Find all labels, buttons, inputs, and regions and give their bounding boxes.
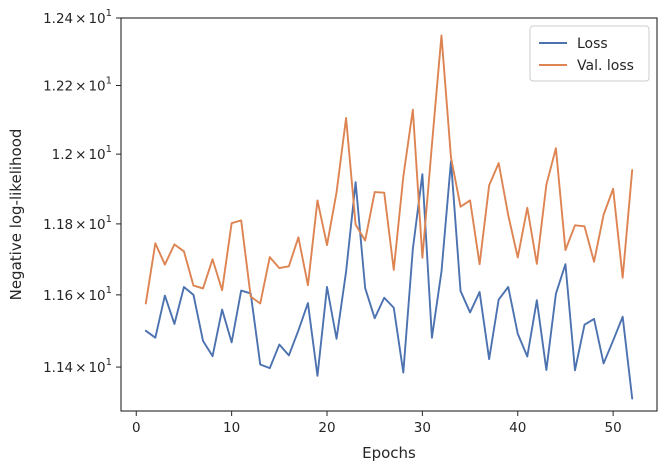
y-tick-label: 1.16 × 101: [43, 285, 112, 304]
y-tick-exp: 1: [106, 357, 112, 368]
y-tick-base: 10: [88, 217, 105, 233]
legend: Loss Val. loss: [529, 25, 650, 82]
x-axis-ticks: 0 10 20 30 40 50: [132, 411, 622, 436]
y-tick-exp: 1: [106, 8, 112, 19]
y-tick-mantissa: 1.22: [43, 79, 73, 95]
y-tick-base: 10: [88, 11, 105, 27]
y-tick-times: ×: [75, 360, 86, 376]
plot-frame: [120, 17, 658, 412]
y-tick-times: ×: [75, 11, 86, 27]
y-tick-label: 1.24 × 101: [43, 8, 112, 27]
y-tick-exp: 1: [106, 144, 112, 155]
x-tick-label: 30: [414, 420, 431, 436]
y-tick-mantissa: 1.16: [43, 288, 73, 304]
x-axis-title: Epochs: [362, 444, 416, 462]
y-tick-mantissa: 1.14: [43, 360, 73, 376]
y-tick-times: ×: [75, 79, 86, 95]
y-tick-base: 10: [88, 360, 105, 376]
series-line-2: [144, 34, 634, 305]
legend-label: Val. loss: [577, 58, 634, 74]
y-tick-label: 1.2 × 101: [52, 144, 112, 163]
y-tick-exp: 1: [106, 76, 112, 87]
y-tick-label: 1.18 × 101: [43, 214, 112, 233]
x-tick-label: 40: [509, 420, 526, 436]
y-tick-mantissa: 1.2: [52, 147, 73, 163]
y-tick-mantissa: 1.24: [43, 11, 73, 27]
y-tick-mantissa: 1.18: [43, 217, 73, 233]
y-tick-exp: 1: [106, 285, 112, 296]
series-layer: [144, 34, 634, 400]
series-line-1: [144, 160, 634, 400]
x-tick-label: 0: [132, 420, 141, 436]
y-tick-times: ×: [75, 147, 86, 163]
y-tick-base: 10: [88, 288, 105, 304]
x-tick-label: 20: [318, 420, 335, 436]
y-tick-times: ×: [75, 217, 86, 233]
x-tick-label: 10: [223, 420, 240, 436]
y-axis-title: Negative log-likelihood: [7, 129, 25, 301]
y-tick-label: 1.22 × 101: [43, 76, 112, 95]
x-tick-label: 50: [605, 420, 622, 436]
y-tick-base: 10: [88, 147, 105, 163]
legend-label: Loss: [577, 36, 608, 52]
y-tick-label: 1.14 × 101: [43, 357, 112, 376]
y-tick-base: 10: [88, 79, 105, 95]
y-tick-times: ×: [75, 288, 86, 304]
legend-box: [529, 25, 650, 82]
y-tick-exp: 1: [106, 214, 112, 225]
